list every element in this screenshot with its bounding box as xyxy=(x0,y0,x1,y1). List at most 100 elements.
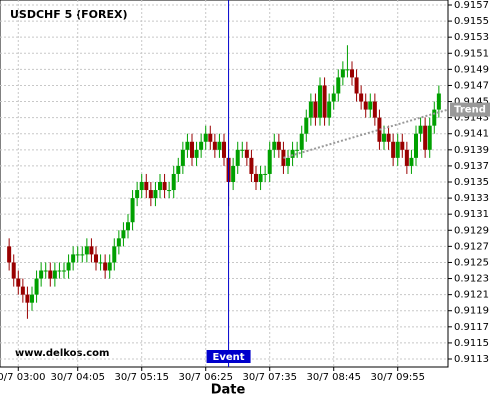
x-tick-label: 30/7 06:25 xyxy=(178,372,232,383)
candle-body xyxy=(318,85,322,118)
y-tick-label: 0.9135 xyxy=(454,177,489,188)
y-tick-label: 0.9141 xyxy=(454,129,489,140)
candle-body xyxy=(112,246,117,263)
candle-body xyxy=(327,101,332,118)
candle-body xyxy=(34,278,39,295)
candle-body xyxy=(43,270,48,272)
event-label: Event xyxy=(213,352,245,363)
candle-body xyxy=(258,173,263,182)
candle-body xyxy=(48,270,53,279)
candle-body xyxy=(7,246,12,263)
candle-body xyxy=(359,93,364,102)
candle-body xyxy=(308,101,313,118)
candle-body xyxy=(350,69,354,78)
candle-body xyxy=(240,149,245,151)
x-axis-label: Date xyxy=(211,383,246,398)
candle-body xyxy=(176,165,181,174)
candle-body xyxy=(80,254,85,256)
candle-body xyxy=(409,157,414,166)
candle-body xyxy=(436,93,441,110)
candle-body xyxy=(126,222,130,231)
candle-body xyxy=(363,101,368,110)
chart-title: USDCHF 5 (FOREX) xyxy=(10,8,127,21)
candle-body xyxy=(139,182,144,191)
candle-body xyxy=(427,125,432,150)
candle-body xyxy=(304,117,309,134)
candle-body xyxy=(148,190,153,199)
x-tick-label: 30/7 03:00 xyxy=(0,372,46,383)
candle-body xyxy=(208,133,213,142)
candle-body xyxy=(144,182,149,191)
y-tick-label: 0.9125 xyxy=(454,257,489,268)
candle-body xyxy=(94,254,98,263)
candle-body xyxy=(286,157,290,166)
y-tick-label: 0.9117 xyxy=(454,322,489,333)
candle-body xyxy=(336,77,341,94)
candle-body xyxy=(391,141,396,158)
candle-body xyxy=(171,173,176,191)
candle-body xyxy=(212,141,217,150)
y-tick-label: 0.9131 xyxy=(454,209,489,220)
candle-body xyxy=(71,254,76,263)
x-tick-label: 30/7 04:05 xyxy=(50,372,104,383)
candle-body xyxy=(231,165,236,182)
candle-body xyxy=(386,133,391,142)
candle-body xyxy=(30,294,34,303)
candle-body xyxy=(372,101,377,118)
candle-body xyxy=(190,141,194,158)
candle-body xyxy=(103,262,108,271)
candle-body xyxy=(340,69,345,78)
candle-body xyxy=(167,190,172,192)
candle-body xyxy=(414,133,418,158)
y-tick-label: 0.9139 xyxy=(454,145,489,156)
candle-body xyxy=(158,182,162,191)
candle-body xyxy=(121,230,126,239)
candle-body xyxy=(16,278,21,287)
candle-body xyxy=(130,198,135,223)
trend-line xyxy=(283,108,449,159)
candle-body xyxy=(354,77,359,94)
candle-body xyxy=(423,125,428,150)
candle-body xyxy=(199,141,204,150)
candle-body xyxy=(395,141,400,158)
candle-body xyxy=(244,149,249,158)
candle-body xyxy=(185,141,190,150)
trend-label: Trend xyxy=(454,105,486,116)
candle-body xyxy=(57,270,62,272)
plot-frame xyxy=(0,0,449,368)
candle-body xyxy=(52,270,57,279)
y-tick-label: 0.9133 xyxy=(454,193,489,204)
y-tick-label: 0.9157 xyxy=(454,0,489,11)
candle-body xyxy=(299,133,304,150)
candle-body xyxy=(267,149,272,174)
candle-body xyxy=(382,133,386,142)
candle-body xyxy=(116,238,121,247)
candle-body xyxy=(368,101,373,110)
y-tick-label: 0.9113 xyxy=(454,354,489,365)
candle-body xyxy=(194,149,199,158)
candle-body xyxy=(11,262,16,279)
candle-body xyxy=(180,149,185,166)
candle-body xyxy=(418,125,423,134)
candle-body xyxy=(98,262,103,264)
candle-body xyxy=(432,109,437,126)
candle-body xyxy=(313,101,318,118)
candle-body xyxy=(62,270,66,272)
candle-body xyxy=(107,262,112,271)
y-tick-label: 0.9127 xyxy=(454,241,489,252)
watermark: www.delkos.com xyxy=(15,348,109,359)
candle-body xyxy=(254,173,258,182)
trend-tag xyxy=(450,102,490,117)
candle-body xyxy=(39,270,44,279)
candle-body xyxy=(263,173,268,175)
candle-body xyxy=(20,286,25,295)
y-tick-label: 0.9153 xyxy=(454,32,489,43)
y-tick-label: 0.9147 xyxy=(454,80,489,91)
candle-body xyxy=(153,190,158,199)
candle-body xyxy=(290,149,295,158)
candle-body xyxy=(135,190,140,199)
candle-body xyxy=(222,141,226,158)
y-tick-label: 0.9149 xyxy=(454,64,489,75)
y-tick-label: 0.9123 xyxy=(454,274,489,285)
